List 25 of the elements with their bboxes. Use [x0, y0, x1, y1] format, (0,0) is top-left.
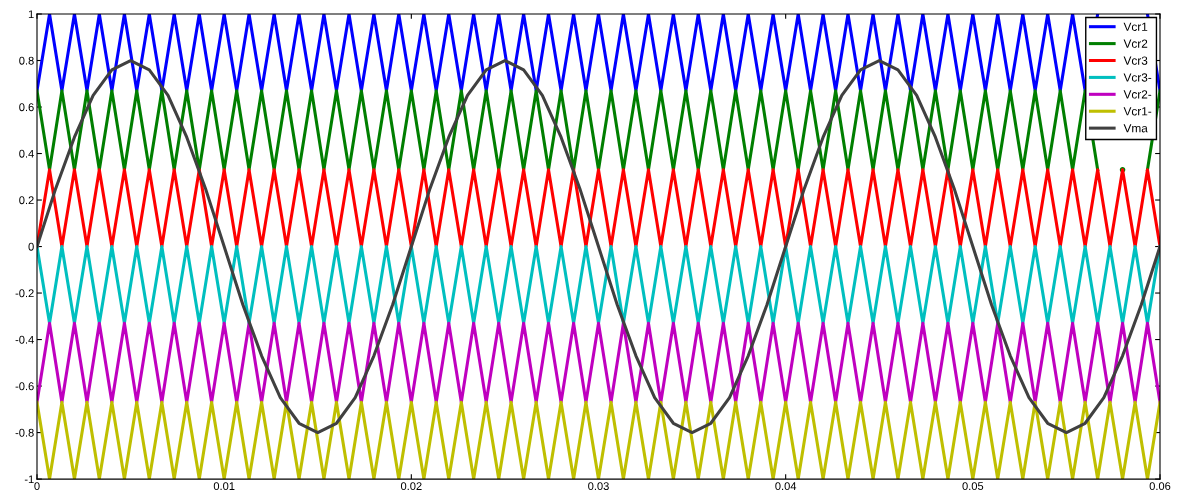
x-tick-label: 0.06 — [1149, 482, 1171, 491]
x-tick-label: 0.03 — [588, 482, 609, 491]
y-tick-label: 1 — [28, 10, 34, 19]
legend-label: Vcr1- — [1123, 107, 1152, 116]
y-tick-label: -0.8 — [15, 428, 34, 437]
y-tick-label: -0.4 — [15, 335, 34, 344]
y-tick-label: 0 — [28, 242, 34, 251]
y-tick-label: -1 — [24, 475, 34, 484]
y-tick-label: 0.2 — [19, 196, 34, 205]
y-tick-label: 0.8 — [19, 56, 34, 65]
x-tick-label: 0.01 — [213, 482, 235, 491]
y-tick-label: -0.6 — [15, 382, 34, 391]
x-tick-label: 0.04 — [775, 482, 797, 491]
legend-label: Vcr2 — [1123, 39, 1148, 48]
x-tick-label: 0 — [34, 482, 40, 491]
legend-label: Vcr3- — [1123, 73, 1152, 82]
x-tick-label: 0.02 — [400, 482, 422, 491]
x-tick-label: 0.05 — [962, 482, 984, 491]
legend-label: Vcr2- — [1123, 90, 1152, 99]
y-tick-label: 0.4 — [19, 149, 34, 158]
y-tick-label: -0.2 — [15, 289, 34, 298]
legend-label: Vcr3 — [1123, 56, 1148, 65]
legend-label: Vcr1 — [1123, 22, 1148, 31]
y-tick-label: 0.6 — [19, 103, 34, 112]
legend-label: Vma — [1123, 124, 1148, 133]
